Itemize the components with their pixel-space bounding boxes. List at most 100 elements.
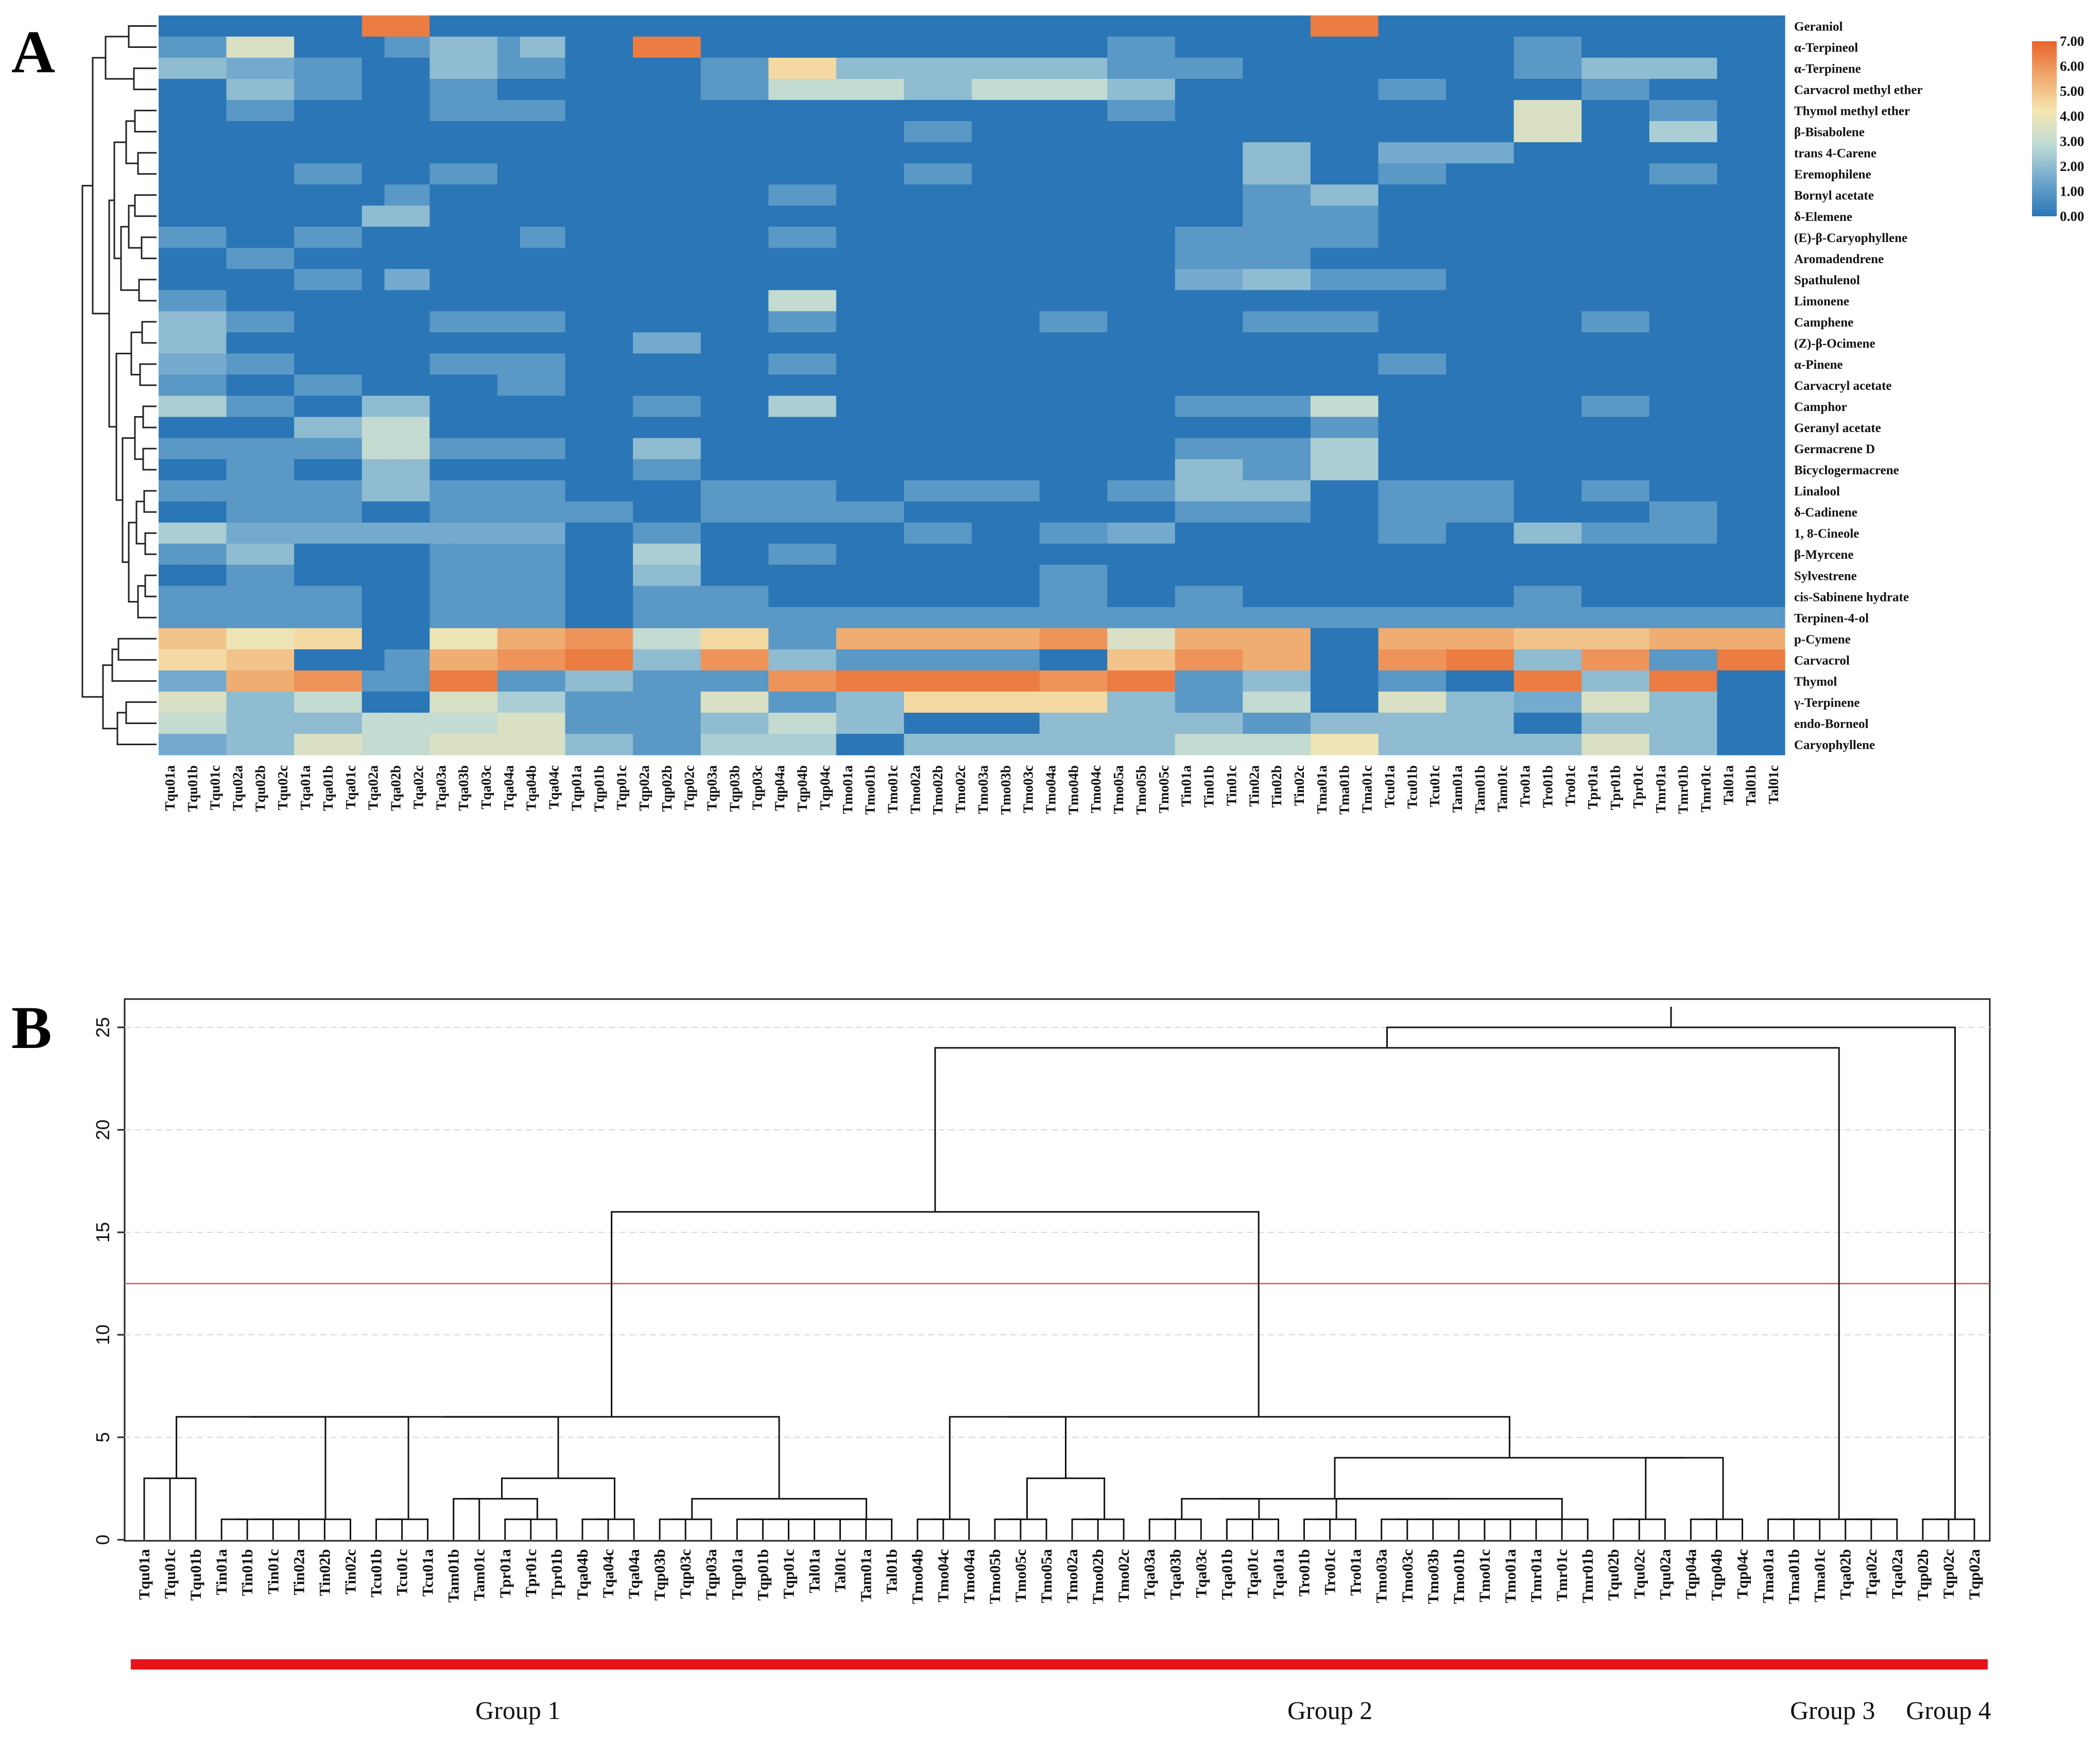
heatmap-cell bbox=[858, 543, 882, 565]
row-dendrogram-link bbox=[120, 226, 139, 291]
heatmap-cell bbox=[1513, 374, 1537, 397]
heatmap-cell bbox=[181, 121, 204, 143]
heatmap-cell bbox=[1649, 691, 1673, 713]
heatmap-cell bbox=[565, 15, 588, 37]
y-axis-tick-label: 20 bbox=[92, 1120, 113, 1140]
heatmap-column-label: Tmo02b bbox=[930, 765, 945, 815]
heatmap-cell bbox=[633, 248, 656, 269]
heatmap-cell bbox=[1039, 395, 1063, 418]
heatmap-cell bbox=[904, 37, 927, 58]
heatmap-cell bbox=[655, 395, 679, 418]
heatmap-cell bbox=[1740, 15, 1763, 37]
heatmap-cell bbox=[429, 586, 453, 608]
heatmap-cell bbox=[588, 227, 611, 248]
heatmap-cell bbox=[904, 438, 927, 460]
heatmap-cell bbox=[1717, 501, 1740, 523]
heatmap-cell bbox=[226, 670, 250, 692]
heatmap-cell bbox=[949, 374, 972, 397]
heatmap-cell bbox=[655, 205, 679, 227]
heatmap-cell bbox=[746, 227, 769, 248]
heatmap-column-label: Tmo05a bbox=[1111, 765, 1126, 814]
heatmap-cell bbox=[1288, 15, 1311, 37]
heatmap-cell bbox=[926, 607, 950, 629]
heatmap-cell bbox=[520, 459, 543, 481]
heatmap-cell bbox=[1536, 586, 1559, 608]
heatmap-cell bbox=[1536, 522, 1559, 544]
heatmap-cell bbox=[159, 438, 182, 460]
heatmap-cell bbox=[294, 649, 317, 671]
heatmap-cell bbox=[1062, 248, 1085, 269]
heatmap-cell bbox=[294, 248, 317, 269]
heatmap-cell bbox=[858, 480, 882, 502]
heatmap-cell bbox=[972, 564, 995, 587]
heatmap-cell bbox=[1401, 670, 1424, 692]
heatmap-cell bbox=[678, 543, 701, 565]
heatmap-cell bbox=[271, 15, 295, 37]
heatmap-cell bbox=[1581, 395, 1605, 418]
heatmap-cell bbox=[1107, 607, 1130, 629]
heatmap-column-label: Tqa02c bbox=[410, 765, 426, 810]
heatmap-cell bbox=[1559, 100, 1582, 122]
heatmap-cell bbox=[1491, 248, 1514, 269]
heatmap-cell bbox=[1694, 628, 1718, 650]
heatmap-cell bbox=[723, 58, 746, 79]
heatmap-cell bbox=[1220, 564, 1243, 587]
heatmap-cell bbox=[226, 712, 250, 734]
dendrogram-leaf-label: Tin01c bbox=[265, 1549, 282, 1594]
heatmap-cell bbox=[181, 58, 204, 79]
heatmap-cell bbox=[1401, 227, 1424, 248]
heatmap-cell bbox=[1468, 248, 1492, 269]
heatmap-cell bbox=[723, 121, 746, 143]
heatmap-cell bbox=[429, 58, 453, 79]
dendrogram-leaf-label: Tqa02c bbox=[1863, 1549, 1880, 1598]
heatmap-cell bbox=[1672, 438, 1695, 460]
heatmap-cell bbox=[203, 163, 227, 185]
heatmap-cell bbox=[249, 649, 272, 671]
heatmap-cell bbox=[384, 712, 408, 734]
heatmap-cell bbox=[610, 205, 633, 227]
heatmap-cell bbox=[1694, 438, 1718, 460]
heatmap-cell bbox=[1378, 712, 1401, 734]
heatmap-cell bbox=[1310, 607, 1334, 629]
heatmap-cell bbox=[1130, 184, 1153, 206]
dendrogram-link bbox=[1703, 1518, 1743, 1540]
heatmap-cell bbox=[159, 374, 182, 397]
heatmap-cell bbox=[836, 100, 859, 122]
dendrogram-link bbox=[611, 1211, 1260, 1417]
heatmap-cell bbox=[1107, 712, 1130, 734]
heatmap-cell bbox=[1740, 37, 1763, 58]
heatmap-cell bbox=[700, 79, 724, 100]
heatmap-cell bbox=[1649, 417, 1673, 439]
heatmap-cell bbox=[588, 649, 611, 671]
heatmap-cell bbox=[294, 691, 317, 713]
heatmap-row-label: 1, 8-Cineole bbox=[1794, 527, 1859, 541]
heatmap-cell bbox=[1333, 100, 1356, 122]
heatmap-cell bbox=[972, 628, 995, 650]
heatmap-cell bbox=[836, 607, 859, 629]
heatmap-cell bbox=[1468, 58, 1492, 79]
heatmap-cell bbox=[226, 227, 250, 248]
y-axis-tick-label: 5 bbox=[92, 1432, 113, 1442]
heatmap-cell bbox=[159, 163, 182, 185]
heatmap-cell bbox=[1085, 37, 1108, 58]
heatmap-cell bbox=[1333, 121, 1356, 143]
heatmap-cell bbox=[429, 121, 453, 143]
heatmap-column-label: Tal01a bbox=[1720, 765, 1736, 805]
heatmap-cell bbox=[949, 37, 972, 58]
heatmap-cell bbox=[1762, 501, 1785, 523]
dendrogram-link bbox=[816, 1518, 867, 1540]
heatmap-cell bbox=[926, 100, 950, 122]
heatmap-cell bbox=[1740, 227, 1763, 248]
heatmap-cell bbox=[1107, 459, 1130, 481]
heatmap-cell bbox=[362, 438, 385, 460]
heatmap-cell bbox=[181, 37, 204, 58]
heatmap-cell bbox=[1626, 353, 1650, 375]
group-label: Group 1 bbox=[475, 1696, 560, 1725]
heatmap-cell bbox=[407, 121, 430, 143]
heatmap-cell bbox=[159, 100, 182, 122]
heatmap-cell bbox=[1513, 142, 1537, 164]
heatmap-column-label: Tqu02b bbox=[252, 765, 268, 812]
heatmap-cell bbox=[926, 522, 950, 544]
heatmap-cell bbox=[904, 649, 927, 671]
heatmap-cell bbox=[1197, 522, 1221, 544]
